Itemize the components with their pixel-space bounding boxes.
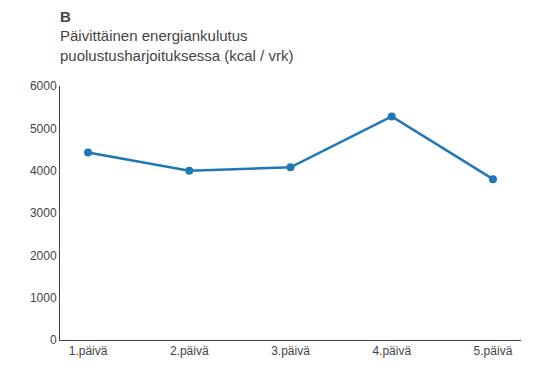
svg-text:5000: 5000 (30, 122, 57, 136)
svg-text:1.päivä: 1.päivä (69, 344, 108, 358)
svg-text:3000: 3000 (30, 206, 57, 220)
svg-text:2000: 2000 (30, 249, 57, 263)
svg-text:4.päivä: 4.päivä (372, 344, 411, 358)
svg-text:1000: 1000 (30, 291, 57, 305)
svg-text:3.päivä: 3.päivä (271, 344, 310, 358)
svg-text:4000: 4000 (30, 164, 57, 178)
svg-text:2.päivä: 2.päivä (170, 344, 209, 358)
svg-text:0: 0 (50, 333, 57, 347)
svg-text:BPäivittäinen energiankulutusp: BPäivittäinen energiankulutuspuolustusha… (60, 8, 293, 64)
svg-text:6000: 6000 (30, 79, 57, 93)
svg-text:5.päivä: 5.päivä (474, 344, 513, 358)
